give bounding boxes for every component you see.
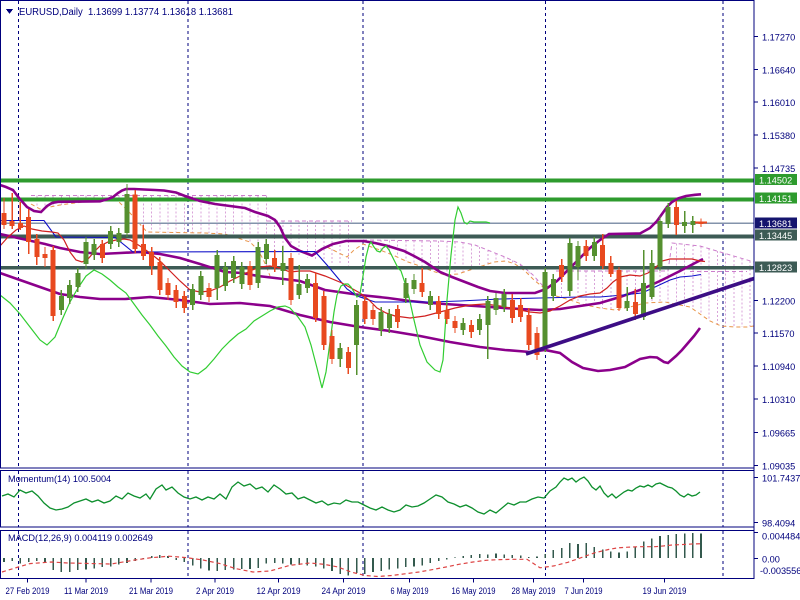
svg-text:1.13681: 1.13681 [759,219,792,229]
svg-text:28 May 2019: 28 May 2019 [512,586,556,596]
svg-text:-0.003556: -0.003556 [760,566,800,576]
svg-text:11 Mar 2019: 11 Mar 2019 [64,586,108,596]
svg-text:MACD(12,26,9) 0.004119 0.00264: MACD(12,26,9) 0.004119 0.002649 [8,533,153,543]
svg-text:1.14502: 1.14502 [759,175,792,185]
svg-text:27 Feb 2019: 27 Feb 2019 [6,586,50,596]
svg-text:7 Jun 2019: 7 Jun 2019 [565,586,603,596]
svg-text:1.14151: 1.14151 [759,194,792,204]
svg-text:19 Jun 2019: 19 Jun 2019 [643,586,687,596]
svg-text:1.09035: 1.09035 [762,461,795,471]
svg-text:16 May 2019: 16 May 2019 [452,586,496,596]
svg-text:101.7437: 101.7437 [762,474,800,484]
svg-text:1.11570: 1.11570 [762,329,795,339]
svg-text:1.10940: 1.10940 [762,362,795,372]
svg-text:6 May 2019: 6 May 2019 [391,586,429,596]
svg-text:0.00: 0.00 [762,554,780,564]
svg-text:1.12823: 1.12823 [759,263,792,273]
svg-text:1.12200: 1.12200 [762,296,795,306]
svg-text:EURUSD,Daily 1.13699 1.13774: EURUSD,Daily 1.13699 1.13774 1.13618 1.1… [19,7,233,18]
svg-text:0.004484: 0.004484 [762,532,800,542]
svg-text:1.17270: 1.17270 [762,33,795,43]
svg-text:1.10310: 1.10310 [762,395,795,405]
svg-text:98.4094: 98.4094 [762,519,795,529]
svg-text:2 Apr 2019: 2 Apr 2019 [196,586,234,596]
svg-text:1.09665: 1.09665 [762,428,795,438]
svg-text:1.15380: 1.15380 [762,131,795,141]
svg-text:Momentum(14) 100.5004: Momentum(14) 100.5004 [8,474,111,484]
svg-text:12 Apr 2019: 12 Apr 2019 [257,586,301,596]
svg-text:1.16640: 1.16640 [762,65,795,75]
svg-text:1.16010: 1.16010 [762,98,795,108]
svg-text:1.13445: 1.13445 [759,231,792,241]
svg-text:24 Apr 2019: 24 Apr 2019 [322,586,366,596]
svg-text:1.14735: 1.14735 [762,164,795,174]
svg-text:21 Mar 2019: 21 Mar 2019 [129,586,173,596]
